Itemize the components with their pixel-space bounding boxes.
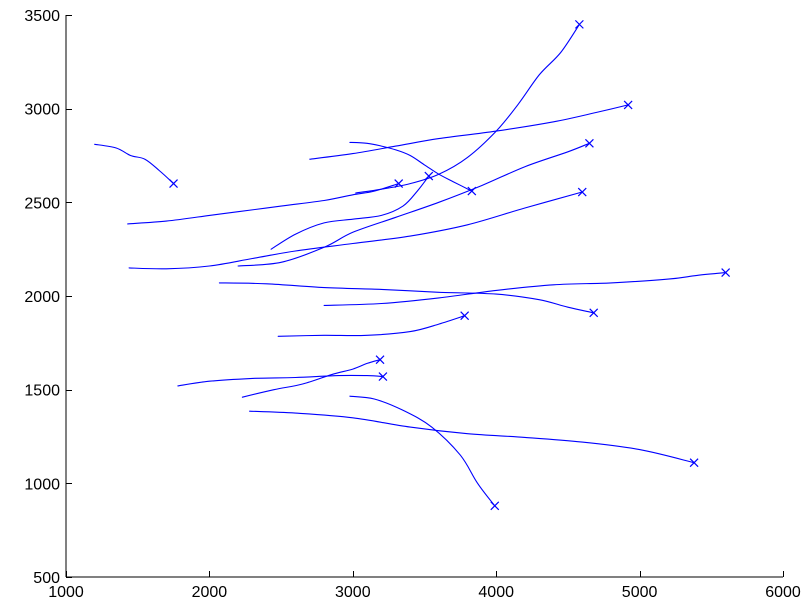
track-line [277, 315, 466, 337]
track-end-marker [460, 311, 470, 321]
series-layer [94, 19, 731, 511]
track-end-marker [378, 372, 388, 381]
track-end-marker [589, 308, 599, 318]
track-line [241, 359, 381, 398]
track-line [349, 141, 473, 192]
axes-layer [65, 15, 783, 578]
x-tick-label: 4000 [478, 584, 514, 601]
track-line [218, 282, 595, 314]
track-end-marker [623, 100, 633, 110]
marker-stroke [574, 19, 584, 29]
track-line [237, 142, 590, 267]
y-tick-label: 2500 [24, 195, 60, 212]
y-tick-label: 1000 [24, 476, 60, 493]
y-tick-label: 2000 [24, 289, 60, 306]
track-line [249, 410, 695, 464]
x-tick-label: 3000 [335, 584, 371, 601]
track-line [177, 374, 384, 387]
marker-stroke [721, 268, 731, 278]
y-tick-label: 1500 [24, 383, 60, 400]
marker-stroke [169, 179, 178, 189]
track-line [128, 191, 583, 270]
track-line [127, 183, 400, 225]
track-end-marker [584, 138, 594, 148]
marker-stroke [584, 138, 594, 148]
track-end-marker [689, 458, 699, 468]
track-end-marker [490, 501, 500, 511]
marker-stroke [577, 187, 587, 197]
marker-stroke [378, 372, 388, 381]
marker-stroke [460, 311, 470, 321]
y-tick-label: 3500 [24, 8, 60, 25]
marker-stroke [623, 100, 633, 110]
track-line [309, 104, 629, 160]
marker-stroke [689, 458, 699, 468]
track-end-marker [169, 179, 178, 189]
x-tick-label: 6000 [765, 584, 801, 601]
track-line [270, 175, 430, 250]
track-line [94, 143, 175, 185]
track-line [355, 23, 580, 194]
track-end-marker [574, 19, 584, 29]
y-ticks: 500 1000 1500 2000 2500 3000 3500 [24, 8, 72, 587]
x-tick-label: 5000 [622, 584, 658, 601]
track-end-marker [721, 268, 731, 278]
x-tick-label: 1000 [48, 584, 84, 601]
y-tick-label: 500 [33, 570, 60, 587]
marker-stroke [375, 355, 385, 365]
track-end-marker [577, 187, 587, 197]
x-tick-label: 2000 [192, 584, 228, 601]
y-tick-label: 3000 [24, 102, 60, 119]
marker-stroke [490, 501, 500, 511]
track-end-marker [375, 355, 385, 365]
track-line [323, 272, 727, 306]
x-ticks: 1000 2000 3000 4000 5000 6000 [48, 571, 801, 601]
marker-stroke [589, 308, 599, 318]
track-line [349, 395, 496, 507]
